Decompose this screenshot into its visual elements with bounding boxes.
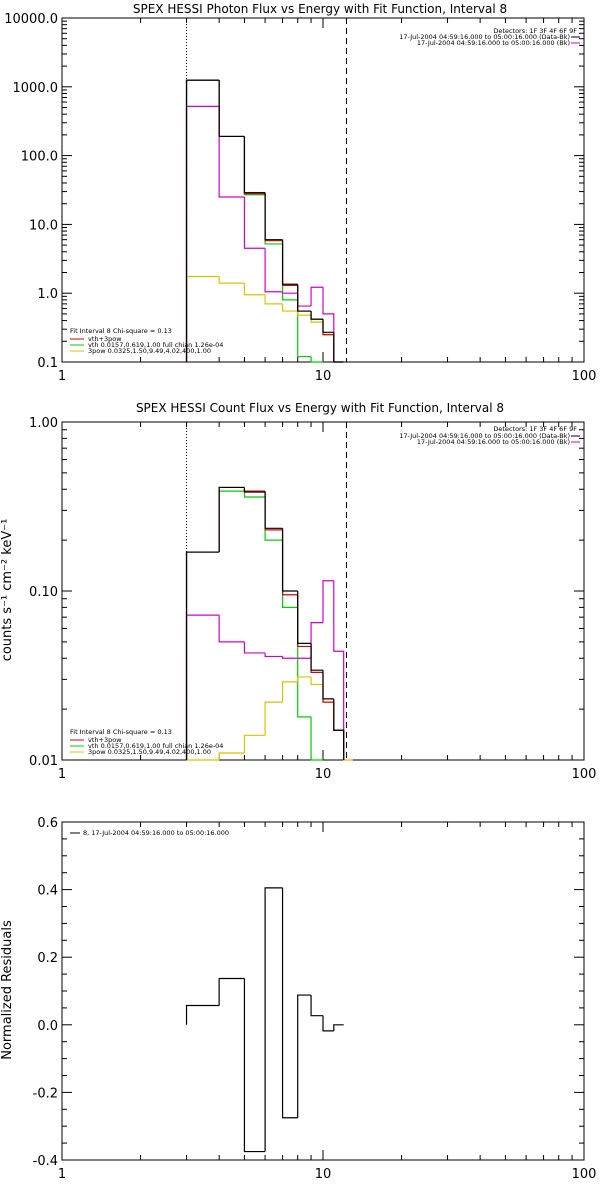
plot-frame [61,821,585,1161]
y-tick-label: 0.6 [37,816,58,831]
y-tick-label: 0.2 [37,951,58,966]
legend-fit-title: Fit Interval 8 Chi-square = 0.13 [70,728,172,736]
x-tick-label: 1 [58,767,66,782]
legend-3pow: 3pow 0.0325,1.50,9.49,4.02,400,1.00 [88,748,211,756]
legend-left: Fit Interval 8 Chi-square = 0.13 vth+3po… [70,327,223,355]
histogram-magenta [185,105,335,362]
legend-left: 8, 17-Jul-2004 04:59:16.000 to 05:00:16.… [70,829,229,837]
legend-detectors: Detectors: 1F 3F 4F 6F 9F [493,425,577,433]
photon-flux-panel: SPEX HESSI Photon Flux vs Energy with Fi… [4,2,596,384]
legend-right: Detectors: 1F 3F 4F 6F 9F 17-Jul-2004 04… [399,425,580,446]
legend-fit-title: Fit Interval 8 Chi-square = 0.13 [70,327,172,335]
count-flux-panel: SPEX HESSI Count Flux vs Energy with Fit… [0,401,596,782]
x-tick-label: 10 [315,1167,332,1182]
legend-vth-3pow: vth+3pow [88,736,122,744]
histogram-black [185,79,344,363]
plot-area: 1 10 100 0.01 0.10 1.00 [29,416,596,782]
plot-area: 1 10 100 -0.4 -0.2 0.0 0.2 0.4 0.6 [33,816,597,1182]
y-tick-label: 0.10 [29,585,58,600]
x-tick-label: 100 [572,369,597,384]
residuals-panel: Normalized Residuals 1 10 100 -0.4 -0.2 0.0 0.… [0,816,596,1182]
x-tick-label: 100 [572,767,597,782]
legend-3pow: 3pow 0.0325,1.50,9.49,4.02,400,1.00 [88,347,211,355]
y-tick-label: 1.00 [29,416,58,431]
legend-data-bk: 17-Jul-2004 04:59:16.000 to 05:00:16.000… [399,33,570,41]
y-tick-label: 0.01 [29,754,58,769]
legend-right: Detectors: 1F 3F 4F 6F 9F 17-Jul-2004 04… [399,27,580,47]
x-tick-label: 1 [58,1167,66,1182]
legend-left: Fit Interval 8 Chi-square = 0.13 vth+3po… [70,728,223,756]
x-tick-label: 10 [315,369,332,384]
y-tick-label: 0.4 [37,884,58,899]
legend-vth-3pow: vth+3pow [88,335,122,343]
y-tick-label: 0.0 [37,1019,58,1034]
histogram-black [185,887,344,1153]
legend-interval: 8, 17-Jul-2004 04:59:16.000 to 05:00:16.… [83,829,229,837]
x-tick-label: 10 [315,767,332,782]
legend-vth: vth 0.0157,0.619,1.00 full chian 1.26e-0… [88,341,223,349]
panel-title: SPEX HESSI Photon Flux vs Energy with Fi… [133,2,507,16]
plot-area: 1 10 100 0.1 1.0 10.0 100.0 1000.0 10000.0 [4,12,596,384]
y-tick-label: -0.4 [33,1154,58,1169]
legend-bk: 17-Jul-2004 04:59:16.000 to 05:00:16.000… [417,438,570,446]
histogram-black [185,486,345,760]
legend-bk: 17-Jul-2004 04:59:16.000 to 05:00:16.000… [417,39,570,47]
x-tick-label: 100 [572,1167,597,1182]
y-tick-label: 1000.0 [13,81,59,96]
y-tick-label: 10000.0 [4,12,58,27]
x-tick-label: 1 [58,369,66,384]
y-tick-label: 1.0 [37,287,58,302]
y-axis-label: counts s⁻¹ cm⁻² keV⁻¹ [0,519,15,662]
legend-data-bk: 17-Jul-2004 04:59:16.000 to 05:00:16.000… [399,432,570,440]
y-axis-label: Normalized Residuals [0,920,15,1060]
y-tick-label: -0.2 [33,1086,58,1101]
legend-vth: vth 0.0157,0.619,1.00 full chian 1.26e-0… [88,742,223,750]
y-tick-label: 0.1 [37,356,58,371]
y-tick-label: 100.0 [21,150,58,165]
y-tick-label: 10.0 [29,218,58,233]
legend-detectors: Detectors: 1F 3F 4F 6F 9F [493,27,577,35]
histogram-green [185,79,323,363]
panel-title: SPEX HESSI Count Flux vs Energy with Fit… [136,401,504,415]
histogram-green [185,490,323,761]
